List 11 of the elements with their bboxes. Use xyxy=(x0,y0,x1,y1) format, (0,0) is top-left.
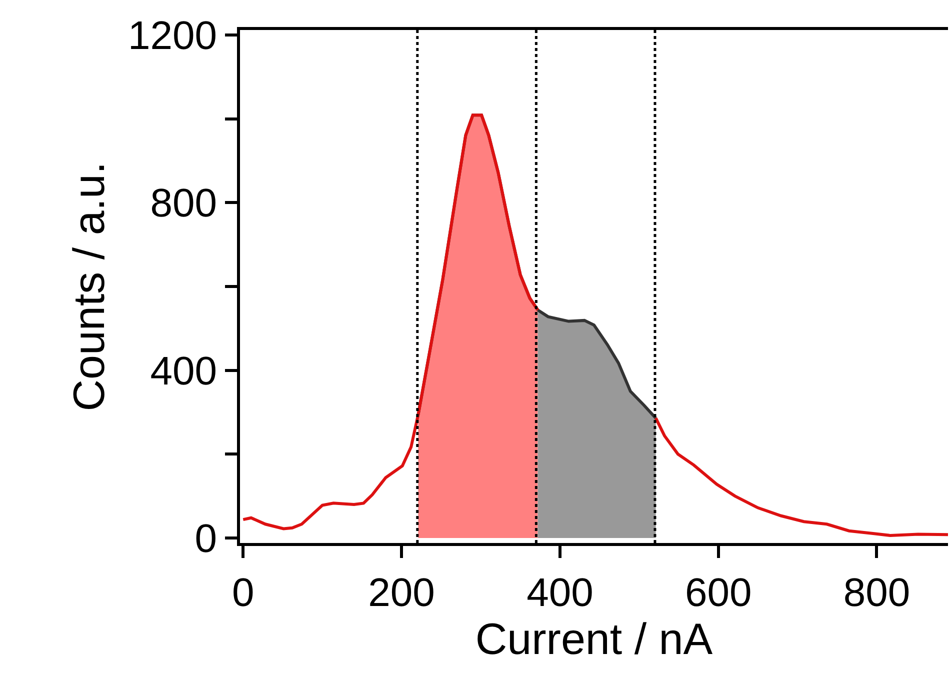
x-tick-label: 200 xyxy=(368,571,435,615)
x-tick-label: 600 xyxy=(684,571,752,615)
y-tick-label: 400 xyxy=(150,349,217,394)
y-tick-label: 1200 xyxy=(128,14,217,58)
y-tick-label: 0 xyxy=(194,516,217,561)
x-axis-title: Current / nA xyxy=(475,615,714,664)
x-tick-label: 400 xyxy=(526,571,594,615)
y-axis-title: Counts / a.u. xyxy=(65,162,114,412)
x-tick-label: 800 xyxy=(843,571,910,615)
y-tick-label: 800 xyxy=(150,182,217,226)
x-tick-label: 0 xyxy=(232,571,254,615)
